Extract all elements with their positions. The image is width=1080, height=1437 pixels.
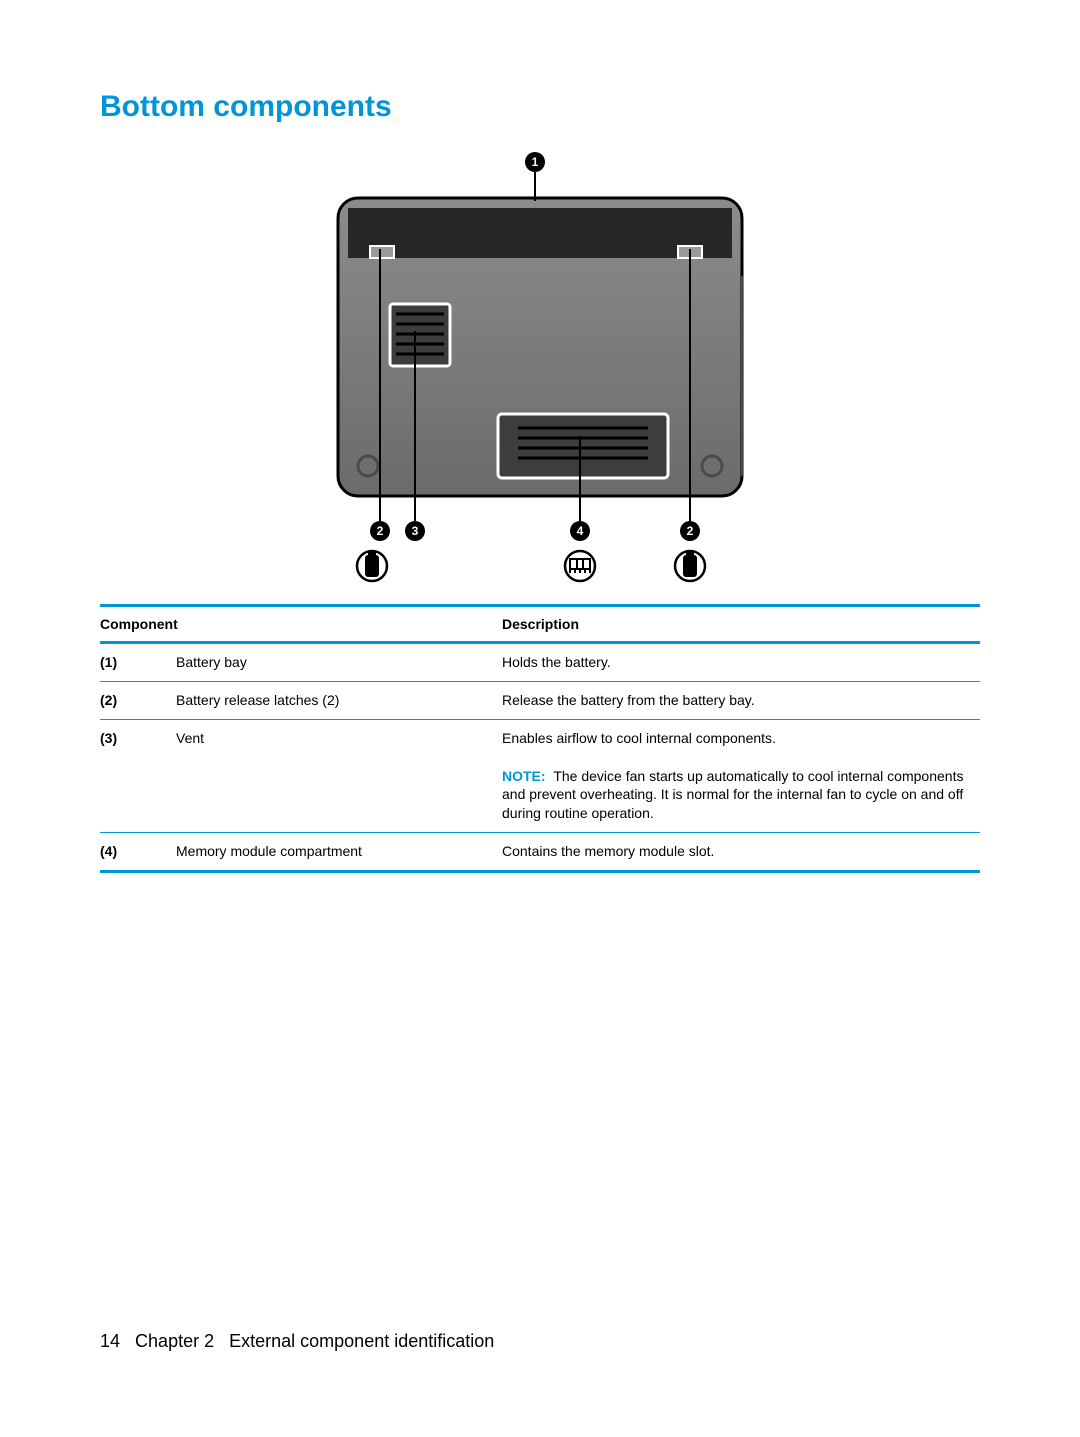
bottom-icons [357, 551, 705, 581]
memory-icon [565, 551, 595, 581]
table-header-description: Description [502, 606, 980, 643]
page-footer: 14 Chapter 2 External component identifi… [100, 1331, 494, 1352]
svg-text:2: 2 [687, 524, 694, 538]
page-number: 14 [100, 1331, 120, 1351]
battery-latch-left [370, 246, 394, 258]
row-component: Battery bay [176, 643, 502, 682]
svg-text:1: 1 [532, 155, 539, 169]
row-number: (1) [100, 643, 176, 682]
row-number: (4) [100, 833, 176, 872]
table-row: (1) Battery bay Holds the battery. [100, 643, 980, 682]
section-heading: Bottom components [100, 90, 980, 124]
page: Bottom components [0, 0, 1080, 1437]
svg-text:2: 2 [377, 524, 384, 538]
row-component: Battery release latches (2) [176, 681, 502, 719]
row-description-text: Enables airflow to cool internal compone… [502, 730, 776, 746]
chapter-title: External component identification [229, 1331, 494, 1351]
row-component: Vent [176, 719, 502, 832]
row-description: Contains the memory module slot. [502, 833, 980, 872]
note-label: NOTE: [502, 768, 546, 784]
row-description: Enables airflow to cool internal compone… [502, 719, 980, 832]
vent-panel [390, 304, 450, 366]
table-row: (4) Memory module compartment Contains t… [100, 833, 980, 872]
battery-icon [675, 551, 705, 581]
battery-bay [348, 208, 732, 258]
table-header-component: Component [100, 606, 502, 643]
chapter-label: Chapter 2 [135, 1331, 214, 1351]
row-number: (3) [100, 719, 176, 832]
table-row: (2) Battery release latches (2) Release … [100, 681, 980, 719]
battery-icon [357, 551, 387, 581]
row-description: Holds the battery. [502, 643, 980, 682]
row-component: Memory module compartment [176, 833, 502, 872]
bottom-components-diagram: 1 2 3 4 2 [290, 146, 790, 586]
memory-compartment [498, 414, 668, 478]
row-description: Release the battery from the battery bay… [502, 681, 980, 719]
components-table: Component Description (1) Battery bay Ho… [100, 604, 980, 873]
svg-text:4: 4 [577, 524, 584, 538]
table-row: (3) Vent Enables airflow to cool interna… [100, 719, 980, 832]
svg-text:3: 3 [412, 524, 419, 538]
row-number: (2) [100, 681, 176, 719]
note-text: The device fan starts up automatically t… [502, 768, 963, 822]
